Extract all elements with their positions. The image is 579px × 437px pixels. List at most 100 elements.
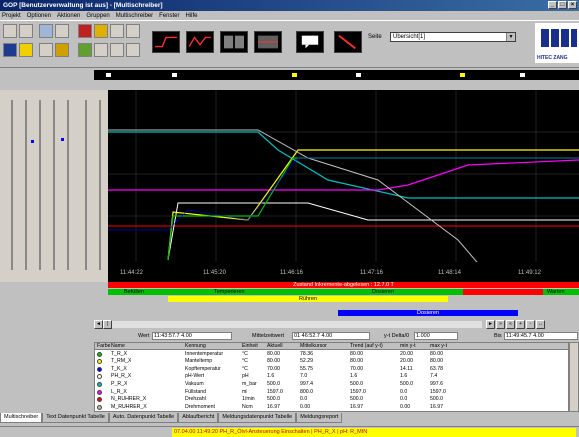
menu-fenster[interactable]: Fenster [159, 12, 180, 19]
phase-bars: Zustand Inkremente-abgelesen : 12.7.0 T … [108, 282, 579, 318]
col-kennung[interactable]: Kennung [185, 343, 206, 349]
tab-ablaufbericht[interactable]: Ablaufbericht [178, 413, 219, 423]
col-farbe[interactable]: Farbe [97, 343, 111, 349]
col-mittel[interactable]: Mittelkursor [300, 343, 327, 349]
event-marker[interactable] [520, 73, 525, 77]
event-marker[interactable] [106, 73, 111, 77]
warning-icon[interactable] [94, 24, 108, 38]
col-aktuell[interactable]: Aktuell [267, 343, 283, 349]
document-icon[interactable] [110, 24, 124, 38]
time-label: 11:49:12 [518, 270, 542, 276]
table-scrollbar[interactable] [569, 342, 579, 412]
fit-icon[interactable]: ↔ [536, 320, 545, 329]
logo-text: HITEC ZANG [537, 55, 568, 61]
curve-tool-icon[interactable] [334, 31, 362, 53]
layout-icon[interactable] [55, 24, 69, 38]
trend-view-1-icon[interactable] [152, 31, 180, 53]
save-icon[interactable] [3, 43, 17, 57]
cell-max: 500.0 [430, 396, 443, 403]
bis-field[interactable]: 11:49:45.7 4.00 [504, 332, 578, 340]
event-marker[interactable] [356, 73, 361, 77]
phase-header: Zustand Inkremente-abgelesen : 12.7.0 T [108, 282, 579, 288]
table-row[interactable]: T_RM_X Manteltemp °C 80.00 52.29 80.00 20.00 80… [95, 358, 568, 365]
tab-auto-datenpunkt[interactable]: Auto. Datenpunkt Tabelle [108, 413, 179, 423]
open-icon[interactable] [19, 24, 33, 38]
tab-meldungsdatenpunkt[interactable]: Meldungsdatenpunkt Tabelle [218, 413, 297, 423]
menu-hilfe[interactable]: Hilfe [185, 12, 198, 19]
alarm-icon[interactable] [78, 24, 92, 38]
time-scrollbar[interactable] [112, 321, 482, 328]
cell-einheit: pH [242, 373, 249, 380]
trend-view-2-icon[interactable] [186, 31, 214, 53]
fast-forward-icon[interactable]: » [496, 320, 505, 329]
col-einheit[interactable]: Einheit [242, 343, 258, 349]
channel-color-swatch[interactable] [97, 381, 102, 387]
zoom-in-icon[interactable]: + [516, 320, 525, 329]
table-row[interactable]: M_RÜHRER_X Drehmoment Ncm 16.97 0.00 16.97 0.0… [95, 404, 568, 411]
table-row[interactable]: L_R_X Füllstand ml 1597.0 800.0 1597.0 0.0 1597… [95, 388, 568, 396]
cell-einheit: ml [242, 388, 248, 395]
seite-select[interactable]: Übersicht[1] ▼ [390, 32, 516, 42]
mittel-field[interactable]: 01 46:52.7 4.00 [292, 332, 370, 340]
message-icon[interactable] [296, 31, 324, 53]
channel-color-swatch[interactable] [97, 374, 102, 380]
cell-name: N_RÜHRER_X [111, 396, 147, 403]
table-icon[interactable] [126, 43, 140, 57]
folder-icon[interactable] [55, 43, 69, 57]
trend-chart[interactable]: 11:44:22 11:45:20 11:46:16 11:47:16 11:4… [108, 90, 579, 282]
table-row[interactable]: T_R_X Innentemperatur °C 80.00 78.36 80.00 20.… [95, 350, 568, 358]
col-name[interactable]: Name [111, 343, 125, 349]
minimize-button[interactable]: _ [548, 1, 557, 9]
report-icon[interactable] [110, 43, 124, 57]
grid-icon[interactable] [39, 43, 53, 57]
table-row[interactable]: PH_R_X pH-Wert pH 1.6 7.0 1.6 1.6 7.4 [95, 373, 568, 380]
wert-field[interactable]: 11:43:57.7 4.00 [152, 332, 232, 340]
step-left-icon[interactable]: | [103, 320, 112, 329]
menu-optionen[interactable]: Optionen [26, 12, 52, 19]
cell-max: 1597.0 [430, 388, 446, 395]
zoom-out-icon[interactable]: - [526, 320, 535, 329]
help-icon[interactable] [19, 43, 33, 57]
play-icon[interactable]: ► [486, 320, 495, 329]
event-marker[interactable] [172, 73, 177, 77]
menu-multischreiber[interactable]: Multischreiber [115, 12, 154, 19]
tab-text-datenpunkt[interactable]: Text Datenpunkt Tabelle [42, 413, 109, 423]
event-marker[interactable] [292, 73, 297, 77]
tree-icon[interactable] [78, 43, 92, 57]
chevron-down-icon[interactable]: ▼ [506, 33, 515, 41]
new-icon[interactable] [3, 24, 17, 38]
channel-color-swatch[interactable] [97, 397, 102, 403]
cell-kennung: Innentemperatur [185, 350, 224, 357]
channel-color-swatch[interactable] [97, 366, 102, 372]
menu-projekt[interactable]: Projekt [2, 12, 21, 19]
event-marker-bar[interactable] [94, 70, 579, 80]
list-icon[interactable] [126, 24, 140, 38]
table-row[interactable]: P_R_X Vakuum m_bar 500.0 997.4 500.0 500.0 997.… [95, 381, 568, 388]
rewind-icon[interactable]: « [506, 320, 515, 329]
trend-view-4-icon[interactable] [254, 31, 282, 53]
channel-color-swatch[interactable] [97, 389, 102, 395]
maximize-button[interactable]: □ [558, 1, 567, 9]
window-icon[interactable] [94, 43, 108, 57]
table-row[interactable]: N_RÜHRER_X Drehzahl 1/min 500.0 0.0 500.0 0.0 5… [95, 396, 568, 403]
network-icon[interactable] [39, 24, 53, 38]
event-marker[interactable] [460, 73, 465, 77]
menu-gruppen[interactable]: Gruppen [86, 12, 110, 19]
table-row[interactable]: T_K_X Kopftemperatur °C 70.00 55.75 70.00 14.1… [95, 366, 568, 373]
scroll-left-icon[interactable]: ◄ [94, 320, 103, 329]
channel-color-swatch[interactable] [97, 359, 102, 365]
menu-aktionen[interactable]: Aktionen [57, 12, 81, 19]
col-min[interactable]: min y-t [400, 343, 416, 349]
channel-color-swatch[interactable] [97, 404, 102, 410]
cell-mittel: 52.29 [300, 358, 313, 365]
close-button[interactable]: × [568, 1, 577, 9]
tab-multischreiber[interactable]: Multischreiber [0, 413, 43, 423]
trend-view-3-icon[interactable] [220, 31, 248, 53]
delta-field[interactable]: 1.000 [414, 332, 458, 340]
bis-label: Bis [494, 333, 502, 339]
tab-meldungsreport[interactable]: Meldungsreport [296, 413, 343, 423]
channel-color-swatch[interactable] [97, 351, 102, 357]
col-trend[interactable]: Trend (auf y-t) [350, 343, 383, 349]
cell-kennung: Drehzahl [185, 396, 206, 403]
col-max[interactable]: max y-t [430, 343, 448, 349]
